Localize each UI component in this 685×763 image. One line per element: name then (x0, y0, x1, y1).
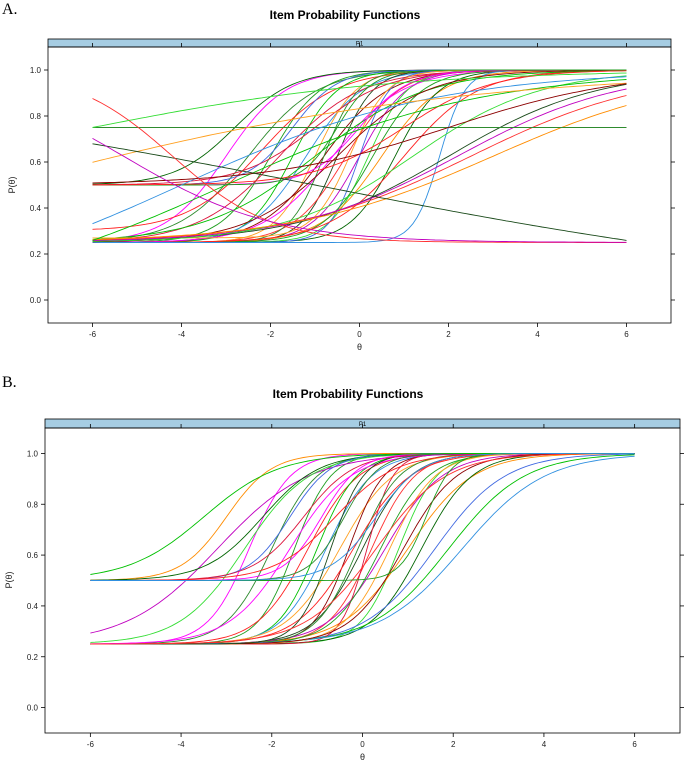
x-tick-label-a: -4 (178, 330, 186, 339)
y-tick-label-a: 0.2 (30, 250, 42, 259)
x-tick-label-b: 6 (632, 740, 637, 749)
x-tick-label-a: 0 (357, 330, 362, 339)
y-tick-label-b: 0.6 (27, 551, 39, 560)
panel-letter-b: B. (2, 374, 17, 391)
item-curve-b (90, 452, 635, 581)
item-curve-a (92, 79, 627, 241)
x-axis-label-a: θ (357, 342, 362, 352)
item-curve-a (92, 138, 627, 243)
x-tick-label-b: -4 (178, 740, 186, 749)
item-curve-a (92, 83, 627, 184)
curves-b (90, 452, 635, 645)
y-tick-label-b: 0.8 (27, 500, 39, 509)
x-tick-label-b: -2 (268, 740, 276, 749)
item-curve-b (90, 452, 635, 645)
x-tick-label-b: -6 (87, 740, 95, 749)
item-curve-b (90, 455, 635, 645)
x-tick-label-a: 6 (624, 330, 629, 339)
axis-ticks-b: -6 -4 -2 0 2 4 6 0.0 0.2 0.4 0.6 0.8 1.0 (27, 424, 684, 749)
x-tick-label-a: -6 (89, 330, 97, 339)
panel-letter-a: A. (2, 1, 18, 18)
x-tick-label-b: 2 (451, 740, 456, 749)
item-curve-a (92, 143, 627, 241)
item-curve-a (92, 82, 627, 163)
chart-title-a: Item Probability Functions (270, 8, 421, 22)
item-curve-a (92, 105, 627, 240)
y-tick-label-a: 0.6 (30, 158, 42, 167)
item-curve-a (92, 70, 627, 240)
item-curve-a (92, 76, 627, 225)
item-curve-a (92, 75, 627, 242)
x-tick-label-b: 0 (360, 740, 365, 749)
panel-a: A. Item Probability Functions P1 -6-4-20… (2, 1, 675, 352)
item-curve-a (92, 69, 627, 230)
panel-b: B. Item Probability Functions P1 -6-4-20… (2, 374, 684, 762)
y-tick-label-a: 0.8 (30, 112, 42, 121)
x-axis-label-b: θ (360, 752, 365, 762)
curves-a (92, 69, 627, 243)
item-curve-b (90, 453, 635, 645)
y-tick-label-a: 1.0 (30, 66, 42, 75)
axis-ticks-a: -6 -4 -2 0 2 4 6 0.0 0.2 0.4 0.6 0.8 1.0 (30, 43, 675, 339)
y-tick-label-a: 0.0 (30, 296, 42, 305)
x-tick-label-a: 2 (446, 330, 451, 339)
y-tick-label-b: 0.0 (27, 704, 39, 713)
x-tick-label-a: 4 (535, 330, 540, 339)
y-tick-label-b: 1.0 (27, 449, 39, 458)
y-tick-label-b: 0.4 (27, 602, 39, 611)
x-tick-label-b: 4 (542, 740, 547, 749)
x-tick-label-a: -2 (267, 330, 275, 339)
y-axis-label-a: P(θ) (7, 176, 17, 193)
y-axis-label-b: P(θ) (4, 571, 14, 588)
item-curve-a (92, 98, 627, 243)
y-tick-label-b: 0.2 (27, 653, 39, 662)
y-tick-label-a: 0.4 (30, 204, 42, 213)
item-curve-a (92, 88, 627, 242)
chart-title-b: Item Probability Functions (273, 387, 424, 401)
item-curve-a (92, 72, 627, 128)
item-curve-a (92, 95, 627, 241)
